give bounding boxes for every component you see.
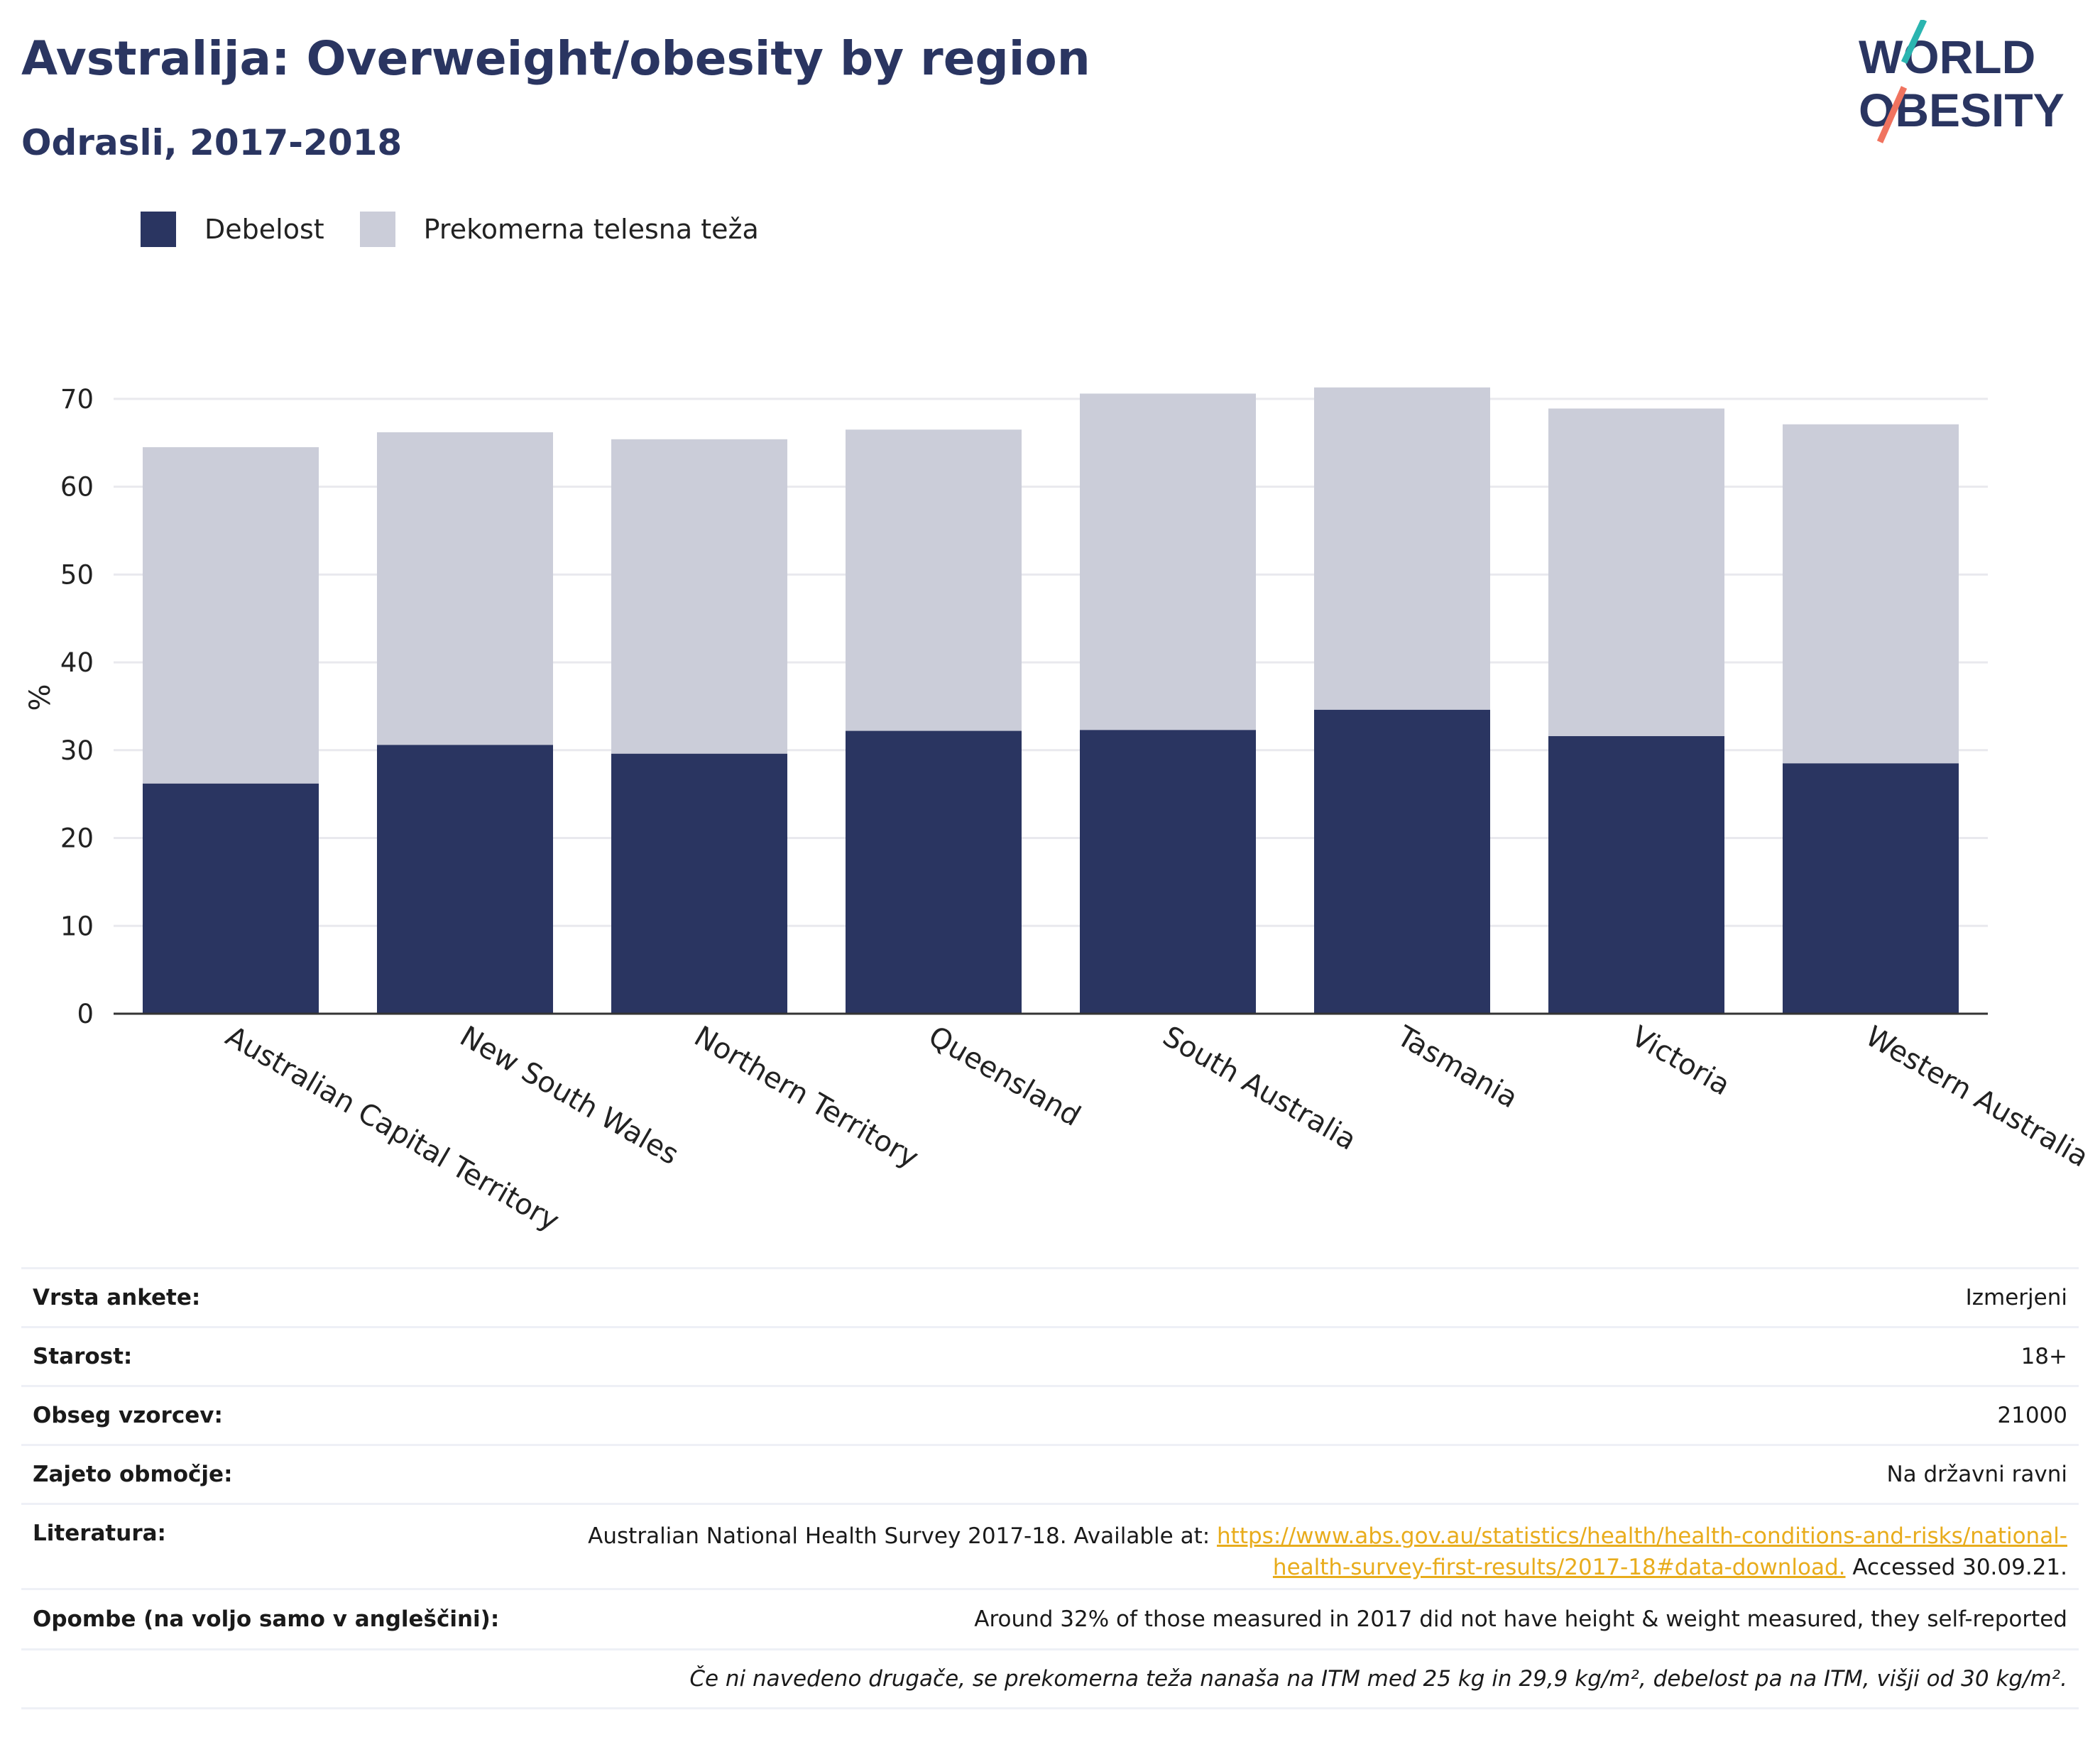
legend-swatch-obesity — [141, 212, 176, 247]
bar-overweight[interactable] — [611, 439, 787, 754]
bar-obesity[interactable] — [1080, 730, 1256, 1014]
logo-slash-coral — [1876, 86, 1908, 143]
definition-note: Če ni navedeno drugače, se prekomerna te… — [689, 1666, 2067, 1692]
legend-item-overweight[interactable]: Prekomerna telesna teža — [359, 212, 759, 247]
bar-overweight[interactable] — [1314, 387, 1490, 710]
info-key: Vrsta ankete: — [33, 1285, 201, 1310]
page-title: Avstralija: Overweight/obesity by region — [21, 31, 1090, 86]
logo-slash-teal — [1901, 20, 1927, 64]
info-row-definition: Če ni navedeno drugače, se prekomerna te… — [21, 1648, 2079, 1709]
info-key: Opombe (na voljo samo v angleščini): — [33, 1606, 500, 1632]
bar-obesity[interactable] — [846, 730, 1022, 1014]
literature-value: Australian National Health Survey 2017-1… — [588, 1521, 2067, 1583]
x-tick-label: Northern Territory — [689, 1020, 924, 1175]
info-row-area: Zajeto območje: Na državni ravni — [21, 1444, 2079, 1503]
info-key: Starost: — [33, 1344, 133, 1369]
notes-value: Around 32% of those measured in 2017 did… — [974, 1606, 2067, 1632]
info-row-literature: Literatura: Australian National Health S… — [21, 1503, 2079, 1588]
y-axis-label: % — [24, 684, 57, 711]
bar-overweight[interactable] — [143, 447, 319, 784]
x-tick-label: South Australia — [1157, 1020, 1362, 1157]
y-tick-label: 30 — [60, 735, 94, 766]
info-row-survey-type: Vrsta ankete: Izmerjeni — [21, 1267, 2079, 1326]
info-key: Literatura: — [33, 1521, 166, 1546]
info-row-sample-size: Obseg vzorcev: 21000 — [21, 1385, 2079, 1444]
y-tick-label: 10 — [60, 911, 94, 941]
bar-overweight[interactable] — [1548, 408, 1724, 737]
legend-label-overweight: Prekomerna telesna teža — [423, 214, 759, 245]
bar-obesity[interactable] — [1548, 736, 1724, 1014]
literature-link-2[interactable]: health-survey-first-results/2017-18#data… — [1272, 1555, 1846, 1580]
logo-obesity-text: OBESITY — [1859, 84, 2065, 136]
info-row-notes: Opombe (na voljo samo v angleščini): Aro… — [21, 1588, 2079, 1648]
info-value: Na državni ravni — [1886, 1462, 2067, 1487]
legend-swatch-overweight — [359, 212, 395, 247]
bar-obesity[interactable] — [143, 783, 319, 1014]
bar-obesity[interactable] — [1783, 763, 1959, 1014]
info-value: Izmerjeni — [1965, 1285, 2067, 1310]
logo-world-text: WORLD — [1859, 31, 2035, 83]
info-value: 18+ — [2020, 1344, 2067, 1369]
legend-label-obesity: Debelost — [204, 214, 324, 245]
y-tick-label: 40 — [60, 647, 94, 678]
y-tick-label: 70 — [60, 384, 94, 415]
bar-overweight[interactable] — [846, 429, 1022, 731]
x-tick-label: Western Australia — [1860, 1020, 2094, 1174]
y-tick-label: 60 — [60, 472, 94, 503]
bar-obesity[interactable] — [377, 745, 553, 1014]
x-tick-label: New South Wales — [454, 1020, 684, 1171]
literature-prefix: Australian National Health Survey 2017-1… — [588, 1523, 1218, 1549]
bar-overweight[interactable] — [1783, 424, 1959, 764]
info-key: Zajeto območje: — [33, 1462, 233, 1487]
survey-info-table: Vrsta ankete: Izmerjeni Starost: 18+ Obs… — [21, 1267, 2079, 1709]
y-tick-label: 50 — [60, 559, 94, 590]
bar-obesity[interactable] — [611, 753, 787, 1014]
page-subtitle: Odrasli, 2017-2018 — [21, 122, 403, 163]
info-value: 21000 — [1997, 1403, 2067, 1428]
literature-suffix: Accessed 30.09.21. — [1845, 1555, 2067, 1580]
legend-item-obesity[interactable]: Debelost — [141, 212, 324, 247]
chart-legend: Debelost Prekomerna telesna teža — [141, 212, 794, 247]
literature-link-1[interactable]: https://www.abs.gov.au/statistics/health… — [1217, 1523, 2067, 1549]
x-tick-label: Victoria — [1626, 1020, 1735, 1102]
bar-overweight[interactable] — [1080, 393, 1256, 730]
info-key: Obseg vzorcev: — [33, 1403, 223, 1428]
bar-overweight[interactable] — [377, 432, 553, 745]
x-tick-label: Tasmania — [1391, 1019, 1523, 1115]
info-row-age: Starost: 18+ — [21, 1326, 2079, 1385]
y-tick-label: 0 — [77, 999, 94, 1029]
x-tick-label: Queensland — [923, 1020, 1086, 1133]
y-tick-label: 20 — [60, 823, 94, 854]
bar-obesity[interactable] — [1314, 709, 1490, 1014]
world-obesity-logo: WORLD OBESITY — [1859, 20, 2065, 143]
